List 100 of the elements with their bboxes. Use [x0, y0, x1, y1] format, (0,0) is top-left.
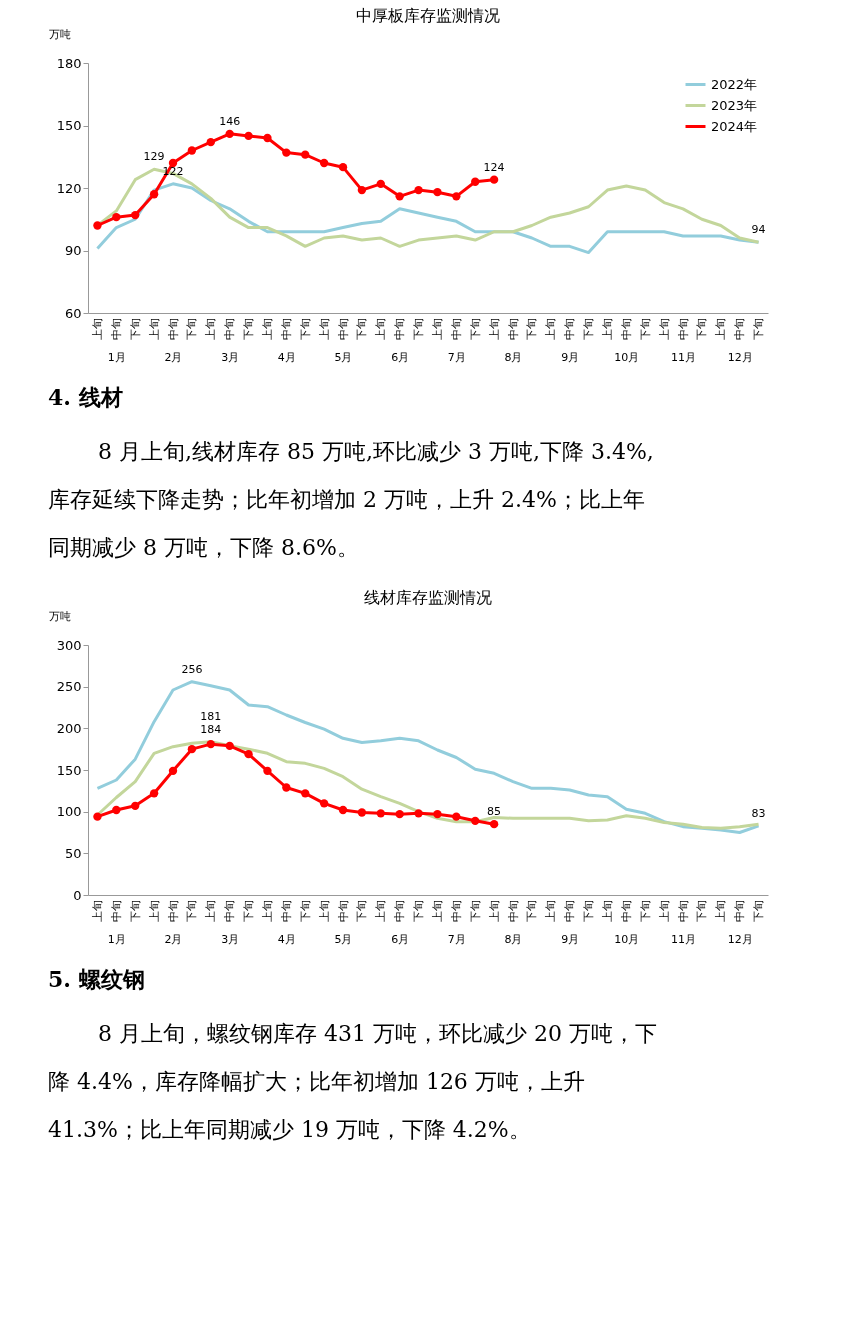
x-tick-label: 上旬 — [657, 899, 671, 922]
point — [225, 741, 234, 751]
x2-tick-label: 9月 — [561, 932, 580, 946]
point — [452, 192, 461, 201]
legend-label: 2024年 — [711, 118, 758, 134]
x-tick-label: 上旬 — [430, 899, 444, 922]
data-label: 256 — [181, 662, 203, 676]
x-tick-label: 下旬 — [525, 317, 539, 340]
point — [301, 150, 310, 159]
point — [414, 185, 423, 195]
x-tick-label: 下旬 — [298, 317, 312, 340]
data-label: 83 — [751, 806, 766, 820]
x-tick-label: 上旬 — [204, 899, 218, 922]
point — [112, 805, 121, 815]
point — [168, 766, 178, 776]
x2-tick-label: 6月 — [391, 932, 410, 946]
x2-tick-label: 6月 — [391, 350, 410, 364]
x2-tick-label: 10月 — [614, 932, 640, 946]
x2-tick-label: 11月 — [671, 350, 696, 364]
x-tick-label: 上旬 — [317, 899, 331, 922]
x-tick-label: 中旬 — [279, 317, 293, 340]
point — [414, 809, 423, 818]
x-tick-label: 上旬 — [544, 317, 558, 340]
x2-tick-label: 1月 — [107, 932, 126, 946]
x-tick-label: 下旬 — [582, 317, 596, 340]
y-tick-label: 250 — [56, 679, 82, 695]
x-tick-label: 中旬 — [223, 317, 237, 340]
y-tick-label: 200 — [56, 720, 82, 736]
y-tick-label: 150 — [56, 762, 82, 778]
x-tick-label: 上旬 — [147, 899, 161, 922]
point — [206, 739, 215, 749]
x2-tick-label: 7月 — [447, 932, 466, 946]
point — [395, 192, 404, 201]
legend-label: 2022年 — [711, 76, 758, 92]
x2-tick-label: 3月 — [221, 932, 240, 946]
x-tick-label: 中旬 — [166, 899, 180, 922]
point — [93, 221, 102, 230]
x-tick-label: 下旬 — [355, 317, 369, 340]
x-tick-label: 中旬 — [336, 317, 350, 340]
x-tick-label: 中旬 — [563, 899, 577, 922]
x-tick-label: 上旬 — [260, 317, 274, 340]
y-tick-label: 150 — [56, 118, 82, 133]
x-tick-label: 中旬 — [166, 317, 180, 340]
point — [149, 190, 159, 199]
chart-title: 线材库存监测情况 — [364, 588, 492, 607]
x-tick-label: 下旬 — [752, 317, 766, 340]
point — [433, 187, 442, 197]
x-tick-label: 中旬 — [223, 899, 237, 922]
data-label: 181 — [200, 710, 222, 724]
y-tick-label: 90 — [64, 243, 82, 258]
x2-tick-label: 7月 — [447, 350, 466, 364]
x-tick-label: 上旬 — [430, 317, 444, 340]
x-tick-label: 上旬 — [657, 317, 671, 340]
x-tick-label: 上旬 — [600, 317, 614, 340]
x-tick-label: 下旬 — [582, 899, 596, 922]
x-tick-label: 下旬 — [242, 317, 256, 340]
x-tick-label: 中旬 — [676, 317, 690, 340]
x-tick-label: 下旬 — [185, 317, 199, 340]
x-tick-label: 下旬 — [412, 899, 426, 922]
x2-tick-label: 4月 — [277, 932, 296, 946]
x-tick-label: 上旬 — [90, 899, 104, 922]
point — [376, 809, 385, 818]
x-tick-label: 中旬 — [676, 899, 690, 922]
point — [149, 789, 159, 798]
x-tick-label: 中旬 — [733, 317, 747, 340]
y-axis-title: 万吨 — [48, 609, 71, 623]
x-tick-label: 中旬 — [336, 899, 350, 922]
x2-tick-label: 12月 — [727, 350, 753, 364]
point — [338, 805, 348, 815]
point — [131, 801, 140, 811]
point — [187, 744, 197, 754]
x2-tick-label: 8月 — [504, 350, 523, 364]
y-tick-label: 180 — [56, 55, 82, 71]
x-tick-label: 上旬 — [544, 899, 558, 922]
x2-tick-label: 4月 — [277, 350, 296, 364]
x-tick-label: 上旬 — [204, 317, 218, 340]
x-tick-label: 下旬 — [185, 899, 199, 922]
point — [357, 808, 367, 817]
x-tick-label: 中旬 — [449, 317, 463, 340]
data-label: 129 — [143, 150, 165, 164]
y-tick-label: 300 — [56, 637, 82, 653]
point — [131, 210, 140, 220]
data-label: 124 — [483, 160, 505, 174]
x-tick-label: 下旬 — [468, 317, 482, 340]
point — [319, 799, 329, 808]
x-tick-label: 中旬 — [733, 899, 747, 922]
x-tick-label: 下旬 — [525, 899, 539, 922]
point — [433, 809, 442, 819]
x-tick-label: 上旬 — [317, 317, 331, 340]
y-axis-title: 万吨 — [48, 27, 71, 41]
x-tick-label: 中旬 — [449, 899, 463, 922]
x-tick-label: 下旬 — [695, 317, 709, 340]
x-tick-label: 上旬 — [374, 899, 388, 922]
x2-tick-label: 12月 — [727, 932, 753, 946]
x2-tick-label: 5月 — [334, 350, 353, 364]
point — [263, 766, 272, 776]
x-tick-label: 中旬 — [109, 317, 123, 340]
x-tick-label: 中旬 — [279, 899, 293, 922]
x-tick-label: 中旬 — [619, 899, 633, 922]
point — [357, 185, 367, 195]
